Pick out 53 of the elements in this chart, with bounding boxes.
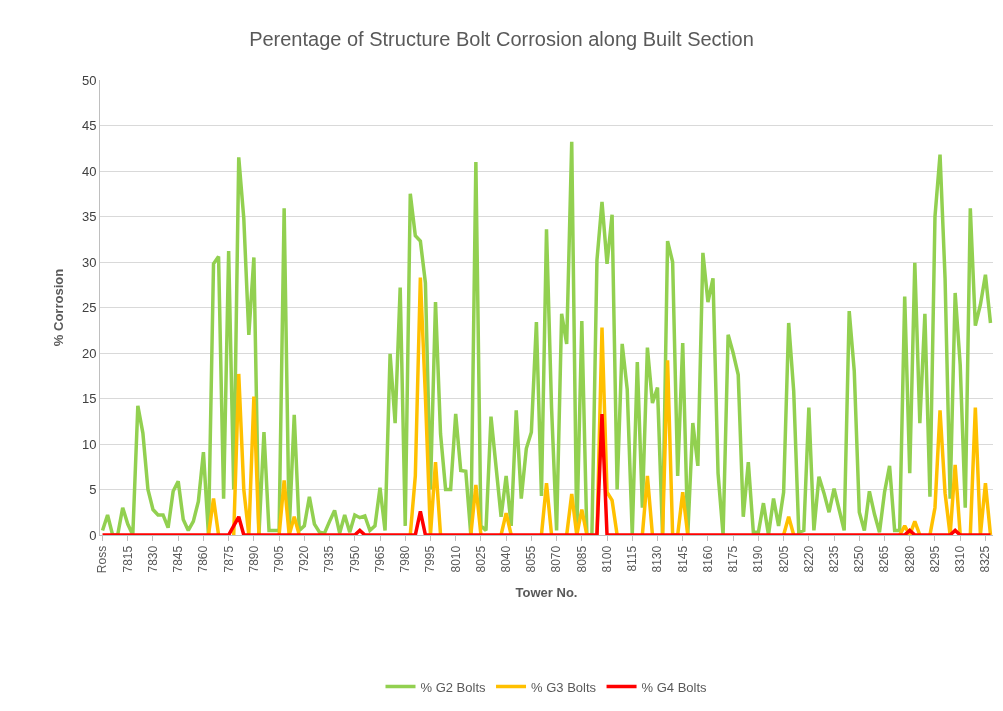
x-tick-label: Ross (95, 545, 110, 574)
x-tick-label: 8145 (675, 545, 690, 573)
x-tick-label: 7830 (145, 545, 160, 573)
x-tick-label: 7950 (347, 545, 362, 573)
x-tick-label: 7905 (272, 545, 286, 573)
y-tick-label: 45 (81, 118, 97, 134)
x-tick-label: 7995 (423, 545, 438, 573)
x-tick-label: 7815 (120, 545, 135, 573)
x-axis-title: Tower No. (515, 584, 578, 600)
x-tick-label: 8295 (927, 545, 942, 573)
x-tick-label: 8280 (902, 545, 917, 573)
x-tick-label: 8010 (448, 545, 463, 573)
x-tick-label: 7920 (297, 545, 312, 573)
x-tick-label: 8100 (599, 545, 614, 573)
x-tick-label: 8220 (801, 545, 816, 573)
x-tick-label: 8175 (726, 545, 741, 573)
y-tick-label: 20 (81, 345, 97, 361)
x-tick-label: 7980 (398, 545, 413, 573)
x-tick-label: 7890 (246, 545, 261, 573)
y-tick-label: 30 (81, 254, 97, 270)
y-tick-label: 5 (89, 482, 97, 498)
legend-label: % G4 Bolts (641, 679, 708, 695)
y-tick-label: 35 (81, 209, 97, 225)
x-tick-label: 8190 (751, 545, 766, 573)
x-tick-label: 7965 (372, 545, 387, 573)
x-tick-label: 7845 (171, 545, 186, 573)
x-tick-label: 8055 (524, 545, 539, 573)
y-tick-label: 0 (89, 527, 97, 543)
x-tick-label: 8250 (852, 545, 867, 573)
x-tick-label: 8325 (978, 545, 993, 573)
x-tick-label: 7875 (221, 545, 236, 573)
x-tick-label: 8160 (700, 545, 715, 573)
x-tick-label: 7935 (322, 545, 337, 573)
x-tick-label: 8115 (625, 545, 640, 572)
x-tick-label: 8265 (877, 545, 892, 573)
x-tick-label: 8235 (826, 545, 841, 573)
y-axis-title: % Corrosion (50, 268, 66, 347)
legend-label: % G2 Bolts (420, 679, 487, 695)
x-tick-label: 8040 (499, 545, 514, 573)
x-tick-label: 8205 (776, 545, 791, 573)
x-tick-label: 8130 (650, 545, 665, 573)
legend-label: % G3 Bolts (531, 679, 597, 695)
y-tick-label: 10 (81, 436, 97, 452)
x-tick-label: 8025 (473, 545, 488, 573)
x-tick-label: 8070 (549, 545, 564, 573)
y-tick-label: 25 (81, 300, 97, 316)
y-tick-label: 40 (81, 163, 97, 179)
y-tick-label: 50 (81, 72, 97, 88)
x-tick-label: 7860 (196, 545, 211, 573)
x-tick-label: 8085 (574, 545, 589, 573)
x-tick-label: 8310 (953, 545, 968, 573)
chart-title: Perentage of Structure Bolt Corrosion along Built Section (249, 28, 754, 50)
y-tick-label: 15 (81, 391, 97, 407)
